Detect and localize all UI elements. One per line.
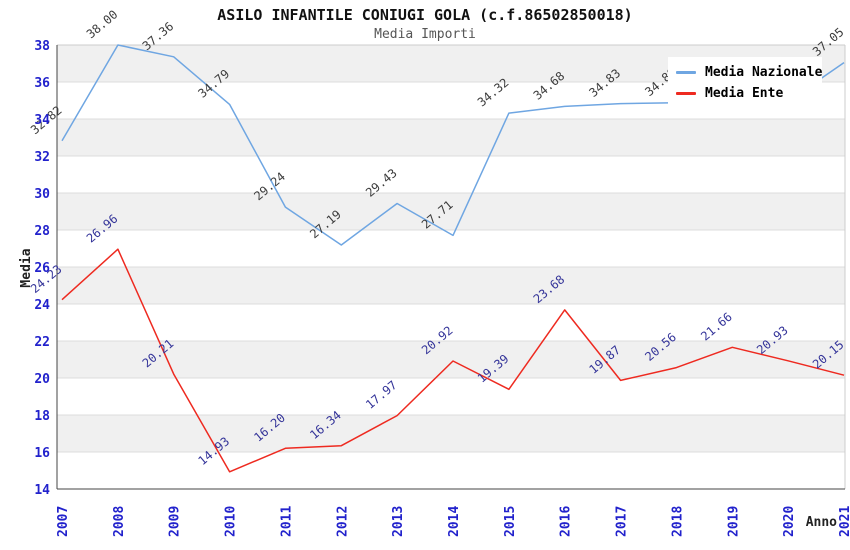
y-tick-label: 34 <box>34 113 50 128</box>
grid-band <box>57 119 845 156</box>
grid-band <box>57 193 845 230</box>
legend: Media Nazionale Media Ente <box>668 57 822 109</box>
x-tick-label: 2016 <box>559 506 574 537</box>
x-tick-label: 2007 <box>56 506 71 537</box>
x-axis-title: Anno <box>805 515 837 530</box>
data-label: 17.97 <box>363 378 400 412</box>
y-tick-label: 36 <box>34 76 50 91</box>
y-tick-label: 30 <box>34 187 50 202</box>
x-tick-label: 2018 <box>670 506 685 537</box>
x-tick-label: 2009 <box>168 506 183 537</box>
x-tick-label: 2008 <box>112 506 127 537</box>
y-tick-label: 26 <box>34 261 50 276</box>
y-tick-label: 22 <box>34 335 50 350</box>
x-tick-label: 2020 <box>782 506 797 537</box>
x-tick-label: 2017 <box>615 506 630 537</box>
grid-band <box>57 267 845 304</box>
y-tick-label: 24 <box>34 298 50 313</box>
chart-subtitle: Media Importi <box>374 27 476 42</box>
x-tick-label: 2012 <box>335 506 350 537</box>
legend-label-media-ente: Media Ente <box>705 86 784 101</box>
y-tick-label: 32 <box>34 150 50 165</box>
media-ente-line-swatch <box>676 92 696 95</box>
y-tick-label: 18 <box>34 409 50 424</box>
series-line-media-ente <box>61 248 845 473</box>
grid-band <box>57 341 845 378</box>
x-tick-label: 2010 <box>224 506 239 537</box>
legend-item-media-ente: Media Ente <box>676 83 814 104</box>
x-tick-label: 2019 <box>726 506 741 537</box>
x-tick-label: 2015 <box>503 506 518 537</box>
media-nazionale-line-swatch <box>676 71 696 74</box>
y-tick-label: 20 <box>34 372 50 387</box>
grid-band <box>57 415 845 452</box>
x-tick-label: 2011 <box>279 506 294 537</box>
y-tick-label: 14 <box>34 483 50 498</box>
x-tick-label: 2013 <box>391 506 406 537</box>
legend-label-media-nazionale: Media Nazionale <box>705 65 823 80</box>
y-tick-label: 28 <box>34 224 50 239</box>
x-tick-label: 2021 <box>838 506 850 537</box>
y-tick-label: 16 <box>34 446 50 461</box>
data-label: 21.66 <box>698 310 735 344</box>
y-tick-label: 38 <box>34 39 50 54</box>
y-axis-title: Media <box>19 248 34 288</box>
chart-title: ASILO INFANTILE CONIUGI GOLA (c.f.865028… <box>217 6 633 24</box>
data-label: 38.00 <box>84 7 121 41</box>
x-tick-label: 2014 <box>447 506 462 537</box>
legend-item-media-nazionale: Media Nazionale <box>676 62 822 83</box>
